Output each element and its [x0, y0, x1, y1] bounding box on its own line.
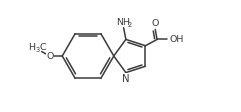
Text: N: N: [122, 73, 130, 84]
Text: C: C: [40, 43, 47, 52]
Text: NH: NH: [116, 18, 130, 27]
Text: 2: 2: [128, 22, 132, 28]
Text: H: H: [28, 43, 35, 52]
Text: O: O: [46, 52, 54, 60]
Text: 3: 3: [35, 47, 40, 53]
Text: OH: OH: [169, 35, 183, 44]
Text: O: O: [152, 19, 159, 28]
